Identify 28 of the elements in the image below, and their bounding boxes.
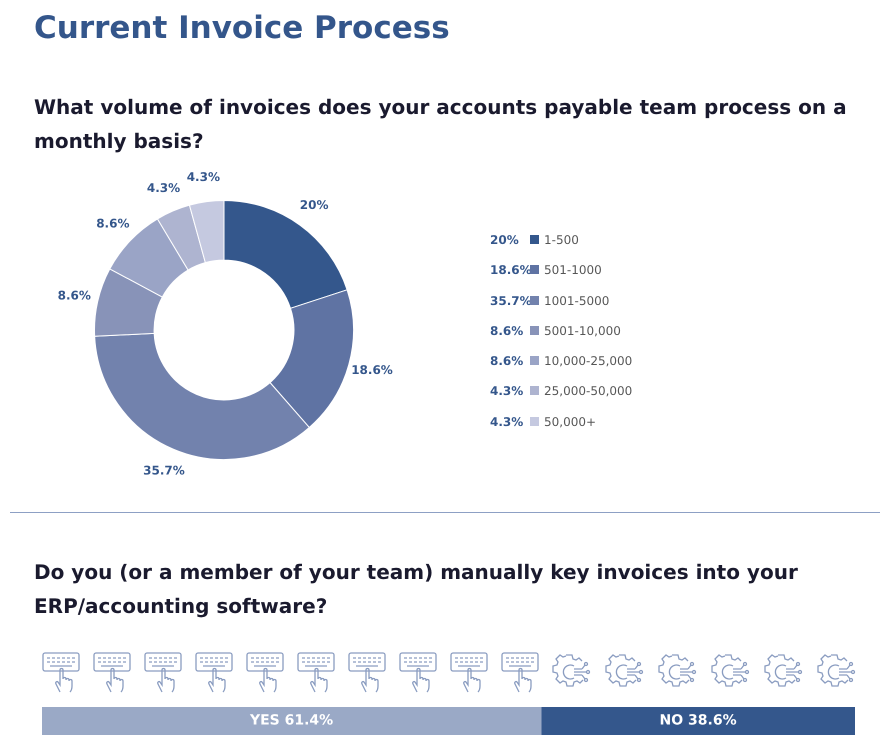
text: 18.6% (490, 263, 532, 278)
legend-label: 501-1000 (544, 263, 602, 278)
text: 4.3% (490, 414, 524, 429)
legend-label: 25,000-50,000 (544, 384, 632, 398)
series-label: YES (248, 712, 280, 729)
data-label: 18.6% (351, 362, 393, 377)
data-label: 61.4% (284, 712, 334, 729)
data-label: 4.3% (186, 170, 220, 184)
data-label: 35.7% (143, 463, 185, 478)
data-label: 8.6% (96, 216, 130, 230)
legend-label: 50,000+ (544, 414, 596, 429)
legend-label: 1-500 (544, 233, 579, 247)
chart-title: Do you (or a member of your team) manually key invoices into your ERP/accounting software? (34, 559, 799, 620)
legend-label: 10,000-25,000 (544, 354, 632, 368)
text: 8.6% (490, 354, 524, 368)
chart-subtitle: What volume of invoices does your accounts payable team process on a monthly basis? (34, 94, 848, 155)
legend-label: 1001-5000 (544, 294, 610, 308)
text: 35.7% (490, 294, 532, 308)
data-label: 38.6% (688, 712, 737, 729)
data-label: 20% (300, 198, 329, 212)
data-label: 4.3% (146, 181, 180, 196)
data-label: 8.6% (58, 288, 91, 302)
chart-title: Current Invoice Process (34, 10, 450, 46)
text: 8.6% (490, 324, 524, 338)
text: 4.3% (490, 384, 524, 398)
text: 20% (490, 233, 519, 247)
series-label: NO (660, 712, 684, 729)
legend-label: 5001-10,000 (544, 324, 621, 338)
